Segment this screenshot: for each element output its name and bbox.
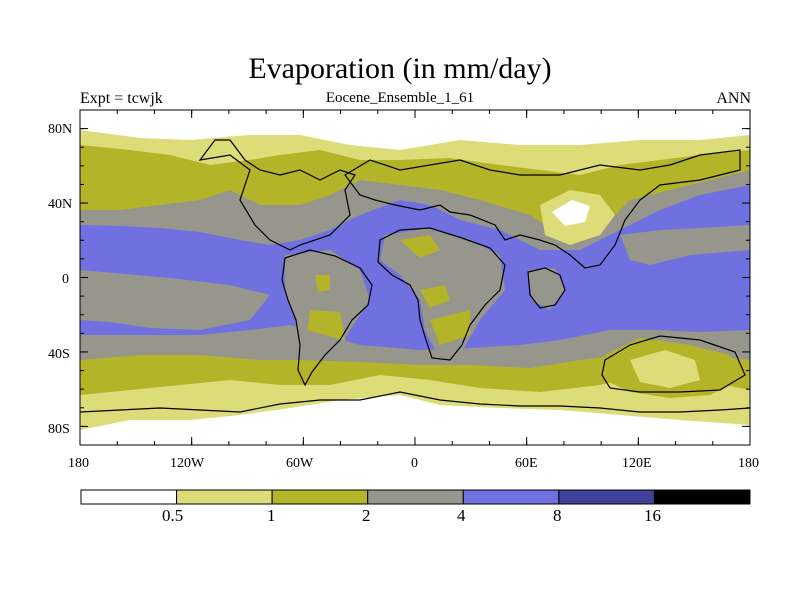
lat-label-40S: 40S	[48, 347, 70, 362]
colorbar-label-4: 4	[457, 506, 466, 525]
lon-label-60E: 60E	[515, 456, 538, 471]
lat-label-0: 0	[62, 272, 69, 287]
subtitle: Eocene_Ensemble_1_61	[325, 90, 475, 106]
north-band-lt-0.5	[80, 110, 750, 150]
africa-band-1-2	[400, 235, 470, 345]
pacific-band-2-4	[80, 270, 270, 330]
colorbar-label-8: 8	[553, 506, 562, 525]
lon-label-120W: 120W	[170, 456, 205, 471]
lat-label-80N: 80N	[48, 122, 73, 137]
colorbar-swatch-0	[80, 489, 178, 505]
coastline-north-america	[198, 139, 356, 251]
colorbar-swatch-5	[558, 489, 655, 505]
colorbar-label-1: 1	[267, 506, 276, 525]
coastline-africa	[377, 227, 506, 361]
coastline-australia	[601, 335, 746, 393]
colorbar-swatch-6	[653, 489, 751, 505]
lat-label-40N: 40N	[48, 197, 73, 212]
experiment-label: Expt = tcwjk	[80, 90, 163, 107]
lon-label-180W: 180	[68, 456, 89, 471]
colorbar-swatch-1	[176, 489, 273, 505]
map-area	[80, 110, 750, 445]
lon-label-120E: 120E	[622, 456, 652, 471]
colorbar-label-2: 2	[362, 506, 371, 525]
colorbar-swatch-3	[367, 489, 464, 505]
pacific-band-2-4-west	[620, 225, 750, 265]
lon-label-60W: 60W	[286, 456, 314, 471]
coastline-eurasia	[344, 149, 741, 269]
lon-label-180E: 180	[738, 456, 759, 471]
colorbar	[80, 489, 751, 505]
colorbar-swatch-4	[462, 489, 560, 505]
season-label: ANN	[716, 90, 751, 107]
coastline-antarctica	[80, 391, 750, 413]
colorbar-label-16: 16	[644, 506, 661, 525]
south-band-lt-0.5	[80, 395, 750, 445]
colorbar-swatch-2	[271, 489, 369, 505]
coastline-india	[527, 267, 566, 309]
lon-label-0: 0	[411, 456, 418, 471]
india-band-2-4	[528, 268, 565, 310]
axis-ticks	[79, 110, 751, 445]
coastlines	[80, 139, 750, 413]
asia-band-lt-0.5	[552, 200, 590, 226]
coastline-south-america	[281, 249, 373, 387]
page-title: Evaporation (in mm/day)	[248, 52, 552, 85]
colorbar-label-0.5: 0.5	[162, 506, 184, 525]
lat-label-80S: 80S	[48, 422, 70, 437]
australia-band-0.5-1	[630, 350, 700, 388]
